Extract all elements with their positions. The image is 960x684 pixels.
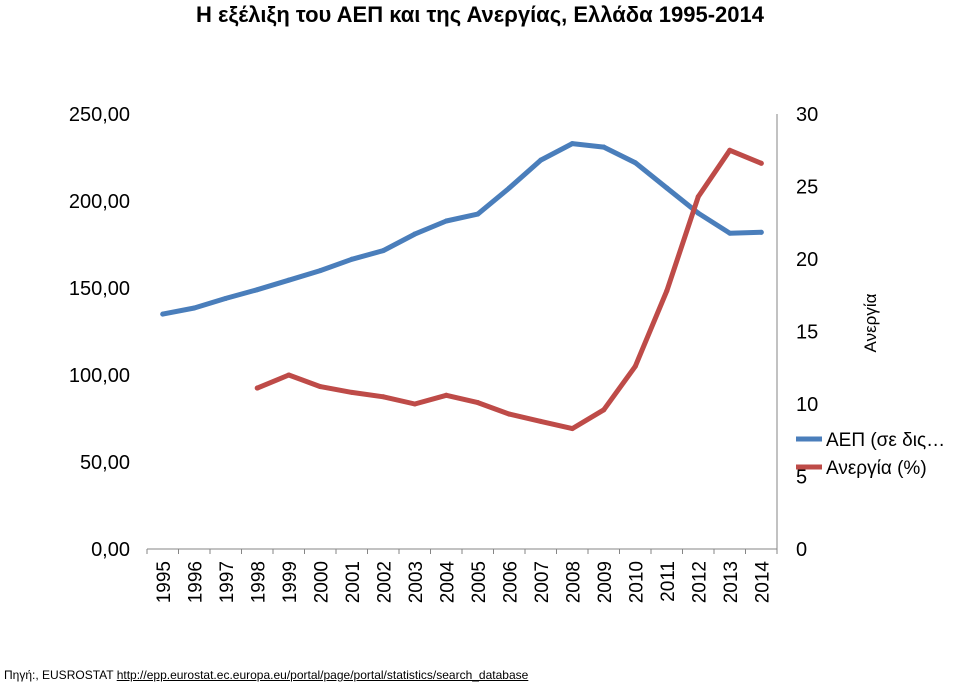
- right-axis-ticks: 0 5 10 15 20 25 30: [796, 104, 818, 561]
- data-point: [727, 147, 733, 153]
- data-point: [632, 363, 638, 369]
- x-tick-label: 2001: [343, 561, 364, 603]
- data-point: [727, 230, 733, 236]
- data-point: [758, 160, 764, 166]
- left-tick-label: 50,00: [80, 452, 130, 474]
- data-point: [160, 311, 166, 317]
- series-line: [160, 141, 764, 317]
- source-note: Πηγή:, EUSROSTAT http://epp.eurostat.ec.…: [4, 668, 528, 682]
- data-point: [538, 157, 544, 163]
- x-tick-label: 2006: [500, 561, 521, 603]
- data-point: [538, 418, 544, 424]
- x-tick-label: 1996: [185, 561, 206, 603]
- plot-area: [146, 114, 778, 554]
- data-point: [695, 210, 701, 216]
- right-axis-label: Ανεργία: [861, 293, 880, 352]
- x-axis-ticks: 1995 1996 1997 1998 1999 2000 2001 2002 2003 2004…: [154, 561, 774, 604]
- data-point: [412, 401, 418, 407]
- right-tick-label: 30: [796, 104, 818, 126]
- right-tick-label: 10: [796, 394, 818, 416]
- data-point: [286, 372, 292, 378]
- x-tick-label: 2003: [406, 561, 427, 603]
- data-point: [632, 160, 638, 166]
- data-point: [191, 305, 197, 311]
- data-point: [254, 287, 260, 293]
- x-tick-label: 2005: [469, 561, 490, 603]
- source-prefix: Πηγή:, EUSROSTAT: [4, 668, 117, 682]
- data-point: [412, 231, 418, 237]
- legend-label: ΑΕΠ (σε δις…: [826, 430, 945, 451]
- left-tick-label: 200,00: [69, 191, 130, 213]
- source-link[interactable]: http://epp.eurostat.ec.europa.eu/portal/…: [116, 668, 529, 682]
- x-tick-label: 1995: [154, 561, 175, 603]
- x-tick-label: 2009: [595, 561, 616, 603]
- data-point: [475, 211, 481, 217]
- x-tick-label: 2011: [658, 561, 679, 602]
- data-point: [664, 288, 670, 294]
- data-point: [601, 407, 607, 413]
- data-point: [317, 268, 323, 274]
- data-point: [758, 229, 764, 235]
- series-layer: [160, 141, 764, 432]
- data-point: [664, 185, 670, 191]
- data-point: [254, 385, 260, 391]
- left-axis-ticks: 0,00 50,00 100,00 150,00 200,00 250,00: [69, 104, 130, 561]
- legend-label: Ανεργία (%): [826, 458, 927, 479]
- x-tick-label: 2004: [437, 561, 458, 604]
- data-point: [695, 194, 701, 200]
- x-tick-label: 2007: [532, 561, 553, 603]
- data-point: [349, 389, 355, 395]
- x-tick-label: 2010: [626, 561, 647, 603]
- right-tick-label: 25: [796, 177, 818, 199]
- right-tick-label: 20: [796, 249, 818, 271]
- right-tick-label: 15: [796, 322, 818, 344]
- x-tick-label: 2002: [374, 561, 395, 603]
- data-point: [380, 248, 386, 254]
- data-point: [569, 141, 575, 147]
- data-point: [569, 426, 575, 432]
- data-point: [601, 144, 607, 150]
- data-point: [443, 392, 449, 398]
- x-tick-label: 1997: [217, 561, 238, 603]
- x-tick-label: 2014: [752, 561, 773, 604]
- left-tick-label: 100,00: [69, 365, 130, 387]
- data-point: [223, 295, 229, 301]
- x-tick-label: 1998: [248, 561, 269, 603]
- data-point: [349, 256, 355, 262]
- data-point: [380, 394, 386, 400]
- right-tick-label: 5: [796, 467, 807, 489]
- data-point: [317, 384, 323, 390]
- data-point: [475, 400, 481, 406]
- x-tick-label: 2012: [689, 561, 710, 603]
- chart-title: Η εξέλιξη του ΑΕΠ και της Ανεργίας, Ελλά…: [196, 2, 764, 27]
- data-point: [506, 411, 512, 417]
- data-point: [506, 185, 512, 191]
- left-tick-label: 0,00: [91, 539, 130, 561]
- series-line: [254, 147, 764, 432]
- x-tick-label: 2013: [721, 561, 742, 603]
- data-point: [443, 218, 449, 224]
- x-tick-label: 1999: [280, 561, 301, 603]
- right-tick-label: 0: [796, 539, 807, 561]
- x-tick-label: 2008: [563, 561, 584, 603]
- x-tick-label: 2000: [311, 561, 332, 603]
- legend: ΑΕΠ (σε δις… Ανεργία (%): [796, 430, 945, 479]
- left-tick-label: 250,00: [69, 104, 130, 126]
- data-point: [286, 277, 292, 283]
- left-tick-label: 150,00: [69, 278, 130, 300]
